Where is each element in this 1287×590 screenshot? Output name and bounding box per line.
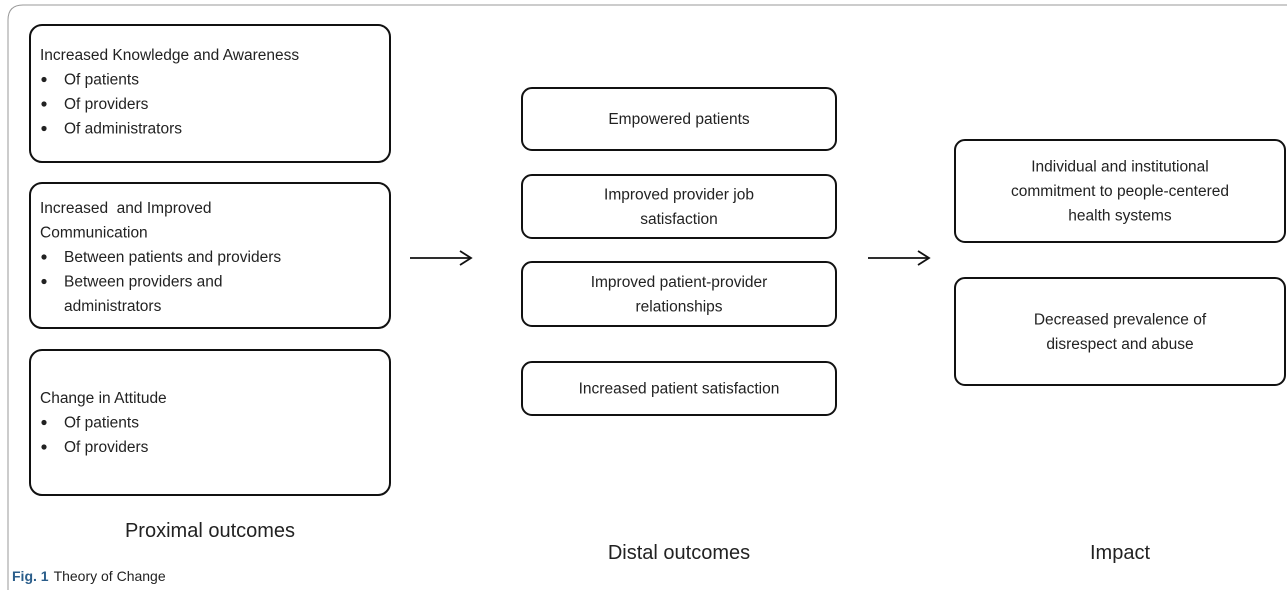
box-text: Improved patient-provider (591, 274, 768, 291)
caption-label: Fig. 1 (12, 568, 49, 584)
column-label: Distal outcomes (608, 542, 750, 564)
bullet-text: Of patients (64, 72, 139, 89)
box (29, 24, 391, 163)
box (521, 87, 837, 151)
box-text: health systems (1068, 208, 1172, 225)
box-title: Increased Knowledge and Awareness (40, 47, 299, 64)
box-text: satisfaction (640, 211, 718, 228)
bullet-text: administrators (64, 298, 162, 315)
content: Increased Knowledge and Awareness Of pati… (29, 24, 1286, 564)
box (521, 261, 837, 327)
bullet-text: Of administrators (64, 121, 182, 138)
box (954, 139, 1286, 243)
box (29, 349, 391, 496)
box-title: Communication (40, 225, 148, 242)
frame (7, 4, 1287, 590)
bullet-dot (41, 419, 47, 426)
arrow (868, 250, 931, 266)
box (521, 174, 837, 239)
box-text: Increased patient satisfaction (579, 381, 780, 398)
bullet-dot (41, 101, 47, 107)
column-label: Proximal outcomes (125, 520, 295, 542)
box-title: Change in Attitude (40, 390, 167, 407)
bullet-dot (41, 444, 47, 450)
box-title: Increased and Improved (40, 200, 211, 217)
box-text: Individual and institutional (1031, 159, 1209, 176)
bullet-dot (41, 76, 47, 83)
box (954, 277, 1286, 386)
box-text: commitment to people-centered (1011, 183, 1229, 200)
bullet-text: Of patients (64, 415, 139, 432)
bullet-text: Of providers (64, 439, 149, 456)
box-text: disrespect and abuse (1046, 336, 1193, 353)
caption: Fig. 1 Theory of Change (12, 568, 166, 584)
arrow (410, 250, 473, 266)
box (521, 361, 837, 416)
caption-text: Theory of Change (54, 568, 166, 584)
bullet-dot (41, 254, 47, 260)
box-text: Decreased prevalence of (1034, 311, 1207, 328)
column-label: Impact (1090, 542, 1150, 564)
bullet-text: Between providers and (64, 274, 223, 291)
box-text: relationships (635, 298, 722, 315)
bullet-dot (41, 278, 47, 285)
bullet-text: Of providers (64, 96, 149, 113)
bullet-dot (41, 125, 47, 132)
box-text: Improved provider job (604, 186, 754, 203)
bullet-text: Between patients and providers (64, 249, 281, 266)
box-text: Empowered patients (608, 111, 750, 128)
box (29, 182, 391, 329)
